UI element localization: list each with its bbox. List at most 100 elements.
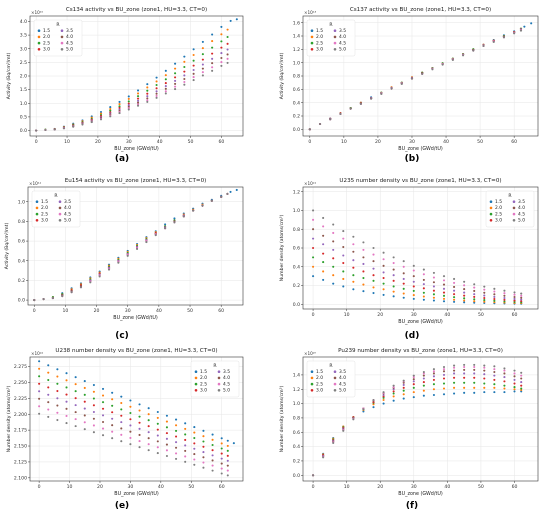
data-point	[382, 398, 385, 402]
data-point	[483, 291, 486, 294]
y-tick-label: 2.125	[14, 460, 27, 466]
data-point	[56, 404, 59, 407]
data-point	[70, 291, 73, 294]
data-point	[530, 22, 533, 25]
data-point	[192, 209, 195, 212]
data-point	[220, 452, 223, 455]
data-point	[422, 374, 425, 377]
data-point	[175, 446, 178, 449]
data-point	[453, 392, 456, 395]
data-point	[226, 35, 229, 39]
data-point	[47, 364, 50, 367]
data-point	[462, 54, 465, 57]
data-point	[342, 237, 345, 240]
data-point	[492, 40, 495, 44]
data-point	[352, 243, 355, 246]
data-point	[422, 381, 425, 384]
y-tick-label: 2.275	[14, 364, 27, 370]
data-point	[432, 271, 435, 274]
data-point	[184, 444, 187, 447]
data-point	[192, 48, 195, 51]
data-point	[493, 371, 496, 374]
data-point	[129, 405, 132, 408]
data-point	[483, 386, 486, 389]
y-tick-label: 0.8	[18, 219, 25, 225]
legend-marker	[310, 376, 314, 380]
data-point	[453, 281, 456, 284]
data-point	[473, 289, 476, 293]
data-point	[220, 442, 223, 445]
y-tick-label: 0.0	[20, 128, 27, 134]
data-point	[362, 270, 365, 273]
legend-marker	[194, 389, 198, 392]
data-point	[220, 437, 223, 440]
data-point	[138, 403, 141, 406]
data-point	[432, 293, 435, 296]
x-tick-label: 60	[219, 484, 225, 490]
data-point	[155, 90, 158, 93]
y-tick-label: 0.0	[293, 127, 300, 133]
data-point	[473, 391, 476, 394]
data-point	[342, 277, 345, 281]
data-point	[202, 429, 205, 432]
data-point	[183, 83, 186, 86]
data-point	[47, 401, 50, 404]
y-tick-label: 0.4	[293, 100, 300, 106]
chart-title: U235 number density vs BU_zone (zone1, H…	[339, 178, 501, 184]
data-point	[220, 56, 223, 60]
data-point	[211, 443, 214, 447]
data-point	[483, 364, 486, 367]
data-point	[164, 227, 167, 230]
data-point	[211, 46, 214, 49]
data-point	[235, 18, 238, 21]
y-tick-label: 1.2	[293, 189, 300, 195]
data-point	[156, 428, 159, 431]
data-point	[362, 262, 365, 266]
series-R-5.0	[312, 209, 523, 295]
data-point	[322, 243, 325, 246]
legend-marker	[310, 48, 314, 51]
data-point	[136, 101, 140, 104]
legend-entry: 2.0	[316, 34, 323, 40]
data-point	[332, 257, 335, 260]
legend-entry: 1.5	[200, 369, 207, 375]
y-axis-label: Number density (atoms/cm³)	[279, 386, 285, 453]
data-point	[136, 95, 140, 98]
data-point	[322, 456, 325, 459]
data-point	[165, 437, 168, 440]
data-point	[192, 72, 195, 75]
data-point	[473, 386, 476, 389]
data-point	[211, 449, 214, 452]
data-point	[175, 441, 178, 444]
data-point	[392, 256, 395, 259]
data-point	[442, 300, 446, 303]
axes-frame	[302, 356, 539, 482]
series-R-3.5	[35, 48, 229, 132]
data-point	[83, 407, 86, 410]
data-point	[402, 260, 405, 263]
legend-marker	[37, 48, 41, 51]
data-point	[175, 429, 178, 432]
y-tick-label: 2.250	[14, 380, 27, 386]
data-point	[147, 407, 150, 410]
data-point	[146, 83, 149, 86]
data-point	[352, 274, 355, 277]
data-point	[111, 404, 114, 407]
x-tick-label: 0	[35, 139, 38, 145]
data-point	[493, 298, 496, 301]
data-point	[463, 297, 466, 300]
x-tick-label: 40	[443, 139, 449, 145]
y-tick-label: 0.8	[293, 227, 300, 233]
data-point	[83, 414, 86, 417]
series-R-1.5	[312, 390, 523, 477]
y-tick-label: 0.0	[18, 298, 25, 304]
data-point	[226, 459, 229, 462]
legend-entry: 5.0	[339, 388, 346, 394]
data-point	[164, 223, 167, 226]
data-point	[220, 33, 223, 36]
data-point	[402, 397, 405, 400]
data-point	[74, 397, 77, 400]
data-point	[47, 393, 50, 396]
y-tick-label: 1.0	[293, 401, 300, 407]
data-point	[175, 435, 178, 438]
